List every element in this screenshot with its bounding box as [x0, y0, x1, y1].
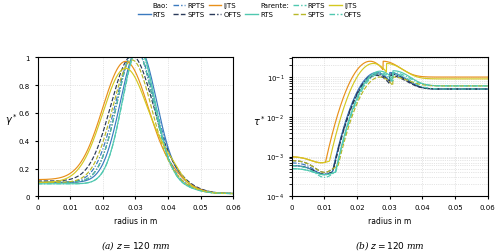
X-axis label: radius in m: radius in m — [114, 216, 157, 225]
Y-axis label: $\gamma^*$: $\gamma^*$ — [6, 112, 18, 127]
Text: (b) $z = 120$ mm: (b) $z = 120$ mm — [354, 238, 424, 251]
Text: (a) $z = 120$ mm: (a) $z = 120$ mm — [100, 238, 170, 251]
Y-axis label: $\tau^*$: $\tau^*$ — [253, 113, 266, 127]
X-axis label: radius in m: radius in m — [368, 216, 412, 225]
Legend: Bao:, RTS, RPTS, SPTS, IJTS, OFTS, Parente:, RTS, RPTS, SPTS, IJTS, OFTS: Bao:, RTS, RPTS, SPTS, IJTS, OFTS, Paren… — [136, 1, 364, 20]
